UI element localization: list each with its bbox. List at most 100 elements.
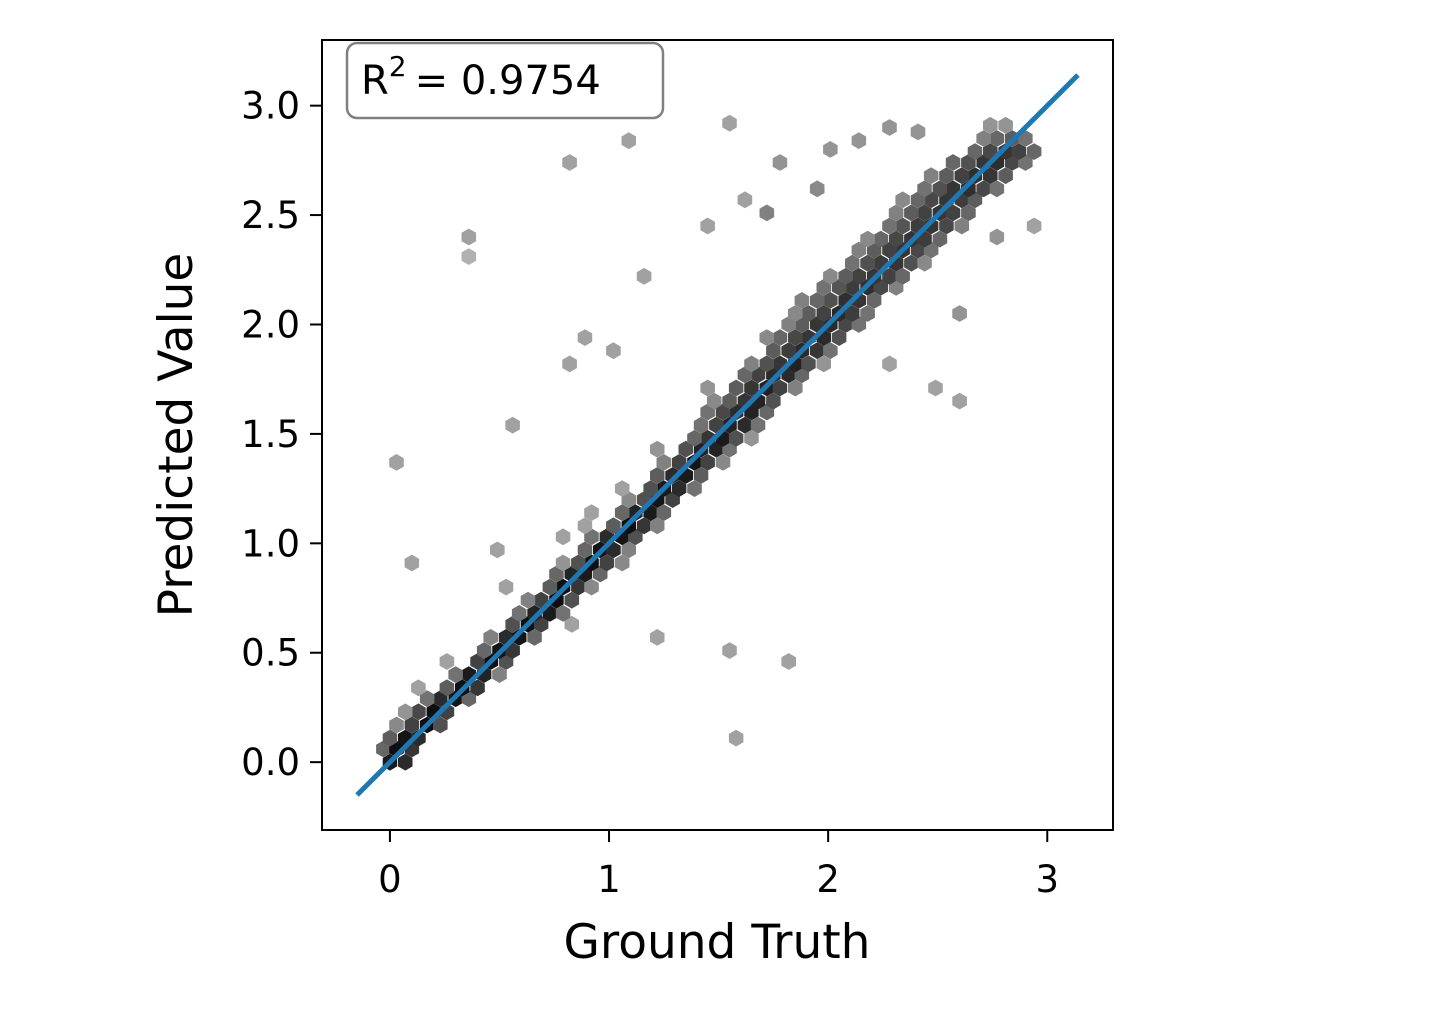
hexbin-cell <box>555 554 571 572</box>
hexbin-cell <box>722 642 737 659</box>
hexbin-cell <box>636 267 652 285</box>
hexbin-cell <box>781 316 796 333</box>
hexbin-cell <box>873 230 888 248</box>
hexbin-cell <box>722 114 737 132</box>
hexbin-cell <box>728 429 744 447</box>
hexbin-cell <box>809 342 825 360</box>
hexbin-cell <box>636 517 652 535</box>
x-tick-label: 2 <box>816 858 840 901</box>
hexbin-cell <box>794 292 810 309</box>
hexbin-cell <box>549 565 564 583</box>
hexbin-cell <box>772 329 788 346</box>
hexbin-cell <box>722 392 737 410</box>
hexbin-cell <box>448 666 463 683</box>
hexbin-cell <box>923 241 939 259</box>
hexbin-cell <box>650 517 665 535</box>
hexbin-cell <box>737 416 753 434</box>
hexbin-cell <box>1011 143 1027 160</box>
y-axis-label: Predicted Value <box>149 253 204 618</box>
hexbin-cell <box>952 392 967 410</box>
hexbin-layer <box>376 114 1042 771</box>
hexbin-cell <box>939 167 954 185</box>
hexbin-cell <box>584 578 599 596</box>
hexbin-cell <box>851 267 867 285</box>
hexbin-cell <box>389 454 404 471</box>
hexbin-cell <box>888 278 904 296</box>
hexbin-cell <box>860 305 875 322</box>
hexbin-cell <box>665 491 680 508</box>
hexbin-cell <box>706 392 722 410</box>
x-tick-label: 1 <box>597 858 621 901</box>
hexbin-cell <box>976 130 991 147</box>
hexbin-cell <box>904 254 919 272</box>
hexbin-cell <box>671 480 687 497</box>
y-tick-label: 0.0 <box>241 741 300 784</box>
hexbin-cell <box>888 230 904 248</box>
hexbin-cell <box>932 230 948 248</box>
hexbin-cell <box>831 278 847 296</box>
y-tick-label: 0.5 <box>241 632 300 675</box>
hexbin-cell <box>571 578 586 596</box>
hexbin-cell <box>882 355 897 373</box>
hexbin-cell <box>823 141 838 158</box>
hexbin-cell <box>490 541 505 559</box>
hexbin-cell <box>882 267 897 285</box>
hexbin-cell <box>952 305 967 322</box>
hexbin-cell <box>461 248 477 265</box>
hexbin-cell <box>866 241 882 259</box>
annotation: R2 = 0.9754 <box>361 50 601 104</box>
hexbin-cell <box>895 191 910 209</box>
hexbin-cell <box>577 541 593 559</box>
hexbin-cell <box>461 228 477 246</box>
hexbin-cell <box>650 629 665 646</box>
hexbin-cell <box>737 191 753 209</box>
hexbin-cell <box>700 454 715 471</box>
hexbin-cell <box>650 467 665 484</box>
hexbin-cell <box>656 504 672 522</box>
hexbin-cell <box>562 355 577 373</box>
hexbin-cell <box>845 254 860 272</box>
hexbin-cell <box>917 254 932 272</box>
hexbin-cell <box>433 716 448 734</box>
hexbin-cell <box>411 703 426 721</box>
hexbin-cell <box>650 440 665 458</box>
fit-layer <box>355 73 1080 797</box>
hexbin-cell <box>873 278 888 296</box>
y-tick-label: 2.0 <box>241 303 300 346</box>
hexbin-cell <box>945 154 961 171</box>
hexbin-cell <box>750 416 766 434</box>
hexbin-cell <box>621 132 636 150</box>
hexbin-cell <box>939 217 954 235</box>
hexbin-cell <box>1026 143 1042 160</box>
hexbin-cell <box>728 729 744 747</box>
hexbin-cell <box>998 116 1013 134</box>
hexbin-cell <box>728 379 744 397</box>
hexbin-cell <box>643 480 658 497</box>
hexbin-cell <box>945 204 961 222</box>
hexbin-cell <box>439 679 455 697</box>
hexbin-cell <box>389 716 404 734</box>
hexbin-cell <box>866 292 882 309</box>
hexbin-cell <box>520 591 536 609</box>
hexbin-cell <box>860 230 875 248</box>
hexbin-cell <box>895 267 910 285</box>
hexbin-cell <box>967 143 983 160</box>
hexbin-cell <box>772 154 788 171</box>
hexbin-cell <box>376 740 391 758</box>
hexbin-cell <box>917 204 932 222</box>
hexbin-cell <box>759 355 775 373</box>
hexbin-cell <box>542 578 558 596</box>
hexbin-cell <box>555 605 571 622</box>
hexbin-cell <box>781 342 796 360</box>
hexbin-cell <box>788 305 803 322</box>
hexbin-cell <box>693 467 709 484</box>
hexbin-cell <box>794 316 810 333</box>
x-tick-label: 0 <box>378 858 402 901</box>
hexbin-cell <box>439 653 455 670</box>
hexbin-cell <box>564 591 580 609</box>
annotation-sup: 2 <box>389 50 407 83</box>
hexbin-cell <box>687 429 702 447</box>
hexbin-cell <box>989 130 1005 147</box>
hexbin-cell <box>555 528 571 546</box>
hexbin-cell <box>851 316 867 333</box>
